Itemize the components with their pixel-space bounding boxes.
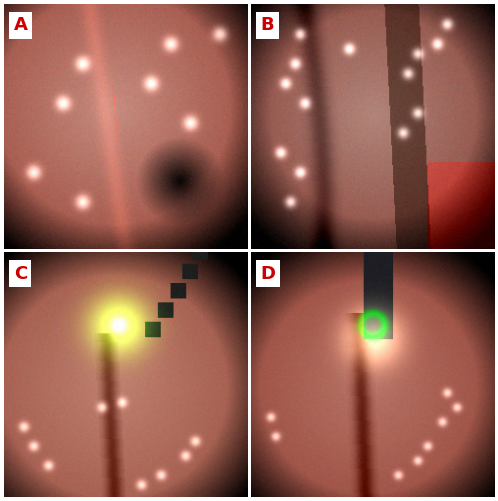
Text: B: B xyxy=(260,16,274,34)
Text: C: C xyxy=(14,265,27,283)
Text: A: A xyxy=(14,16,27,34)
Text: D: D xyxy=(260,265,275,283)
